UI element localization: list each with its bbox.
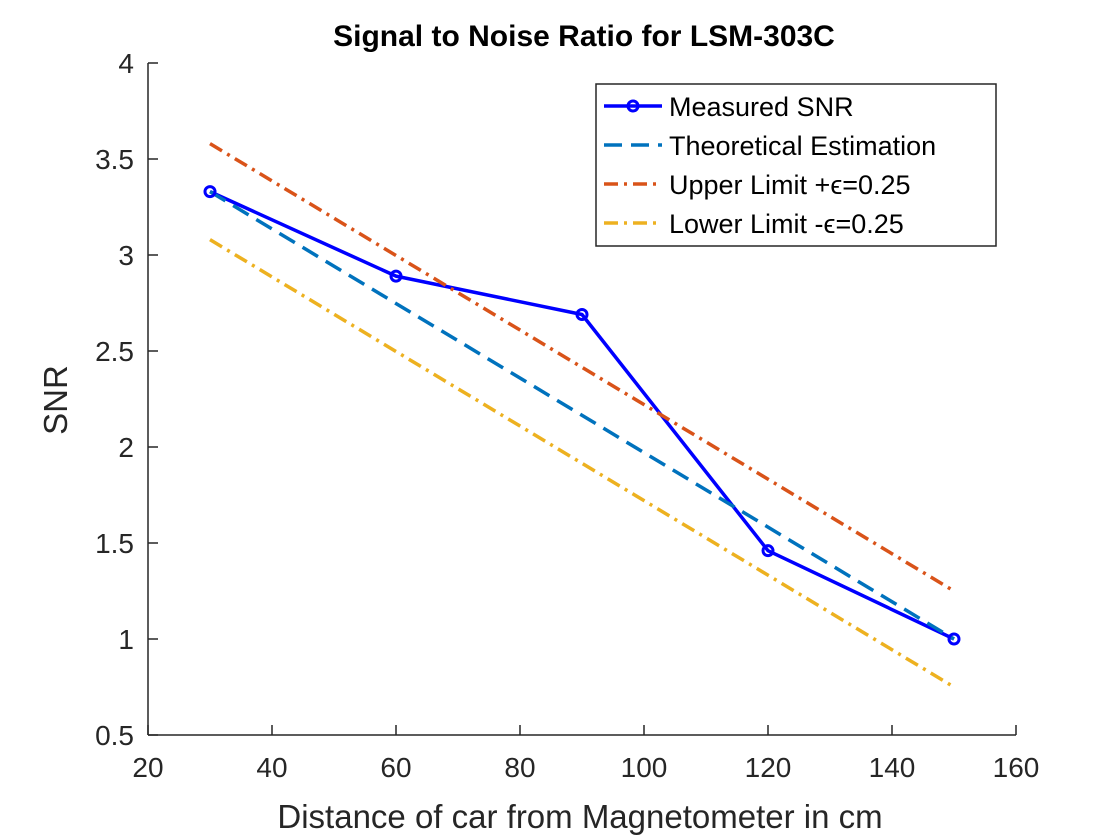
x-tick-label: 160 [993,752,1040,783]
data-point-measured-snr-60 [389,269,403,283]
data-point-measured-snr-150 [947,632,961,646]
x-axis-label: Distance of car from Magnetometer in cm [277,798,882,835]
legend-label-theoretical-estimation: Theoretical Estimation [669,131,936,161]
x-tick-label: 120 [745,752,792,783]
x-tick-label: 40 [256,752,287,783]
y-tick-label: 2 [118,432,134,463]
x-tick-label: 100 [621,752,668,783]
chart-title: Signal to Noise Ratio for LSM-303C [333,20,835,53]
y-tick-label: 1.5 [95,528,134,559]
x-tick-label: 20 [132,752,163,783]
data-point-measured-snr-30 [203,185,217,199]
y-tick-label: 1 [118,624,134,655]
legend-label-lower-limit-0-25: Lower Limit -ϵ=0.25 [669,209,904,239]
data-point-measured-snr-90 [575,308,589,322]
y-tick-label: 2.5 [95,336,134,367]
y-tick-label: 4 [118,48,134,79]
axes-layer: 20 40 60 80 100 120 140 160 0.5 1 1.5 2 2.5 3 3.5 4 [95,48,1039,783]
legend-box [595,83,997,247]
x-tick-label: 60 [380,752,411,783]
y-axis-label: SNR [37,365,74,435]
y-tick-label: 3.5 [95,144,134,175]
series-line-theoretical-estimation [209,190,955,641]
y-tick-label: 3 [118,240,134,271]
data-point-measured-snr-120 [761,544,775,558]
x-tick-label: 140 [869,752,916,783]
y-tick-label: 0.5 [95,720,134,751]
legend-label-measured-snr: Measured SNR [669,92,854,122]
plot-area: 20 40 60 80 100 120 140 160 0.5 1 1.5 2 2.5 3 3.5 4 [95,48,1039,783]
x-tick-label: 80 [504,752,535,783]
series-line-measured-snr [209,190,955,641]
legend-label-upper-limit-0-25: Upper Limit +ϵ=0.25 [669,170,911,200]
legend: Measured SNR Theoretical Estimation Upper … [595,83,997,247]
legend-marker-icon [626,99,640,113]
series-layer [203,142,961,689]
